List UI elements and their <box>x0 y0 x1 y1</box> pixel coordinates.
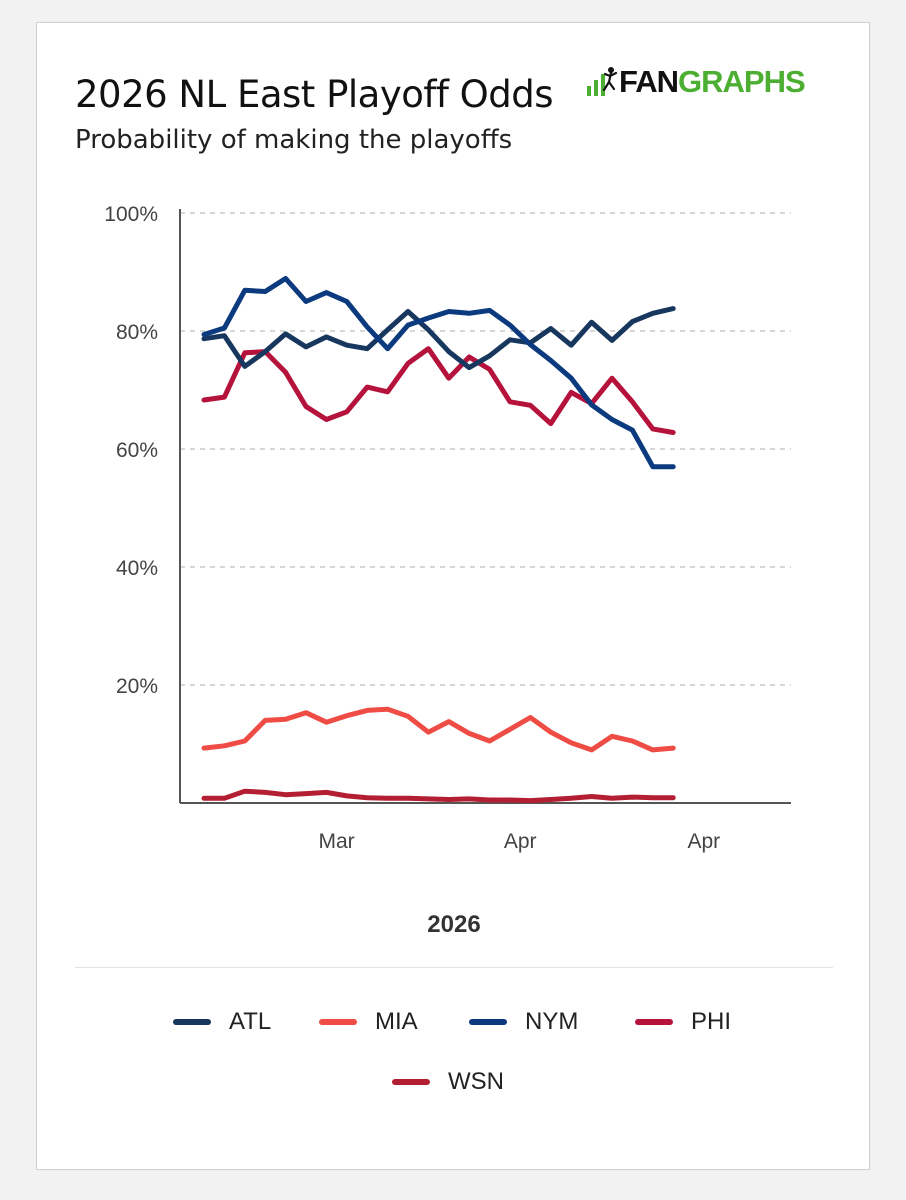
y-tick-label-100: 100% <box>104 203 158 226</box>
legend-label-phi: PHI <box>691 1008 732 1035</box>
legend-swatch-atl <box>173 1019 211 1025</box>
x-tick-label-2: Apr <box>687 830 720 853</box>
series-line-wsn <box>201 788 676 804</box>
legend-item-atl[interactable]: ATL <box>173 1008 271 1036</box>
x-axis-title: 2026 <box>427 911 481 938</box>
y-tick-label-80: 80% <box>116 321 158 344</box>
y-tick-label-40: 40% <box>116 557 158 580</box>
legend-swatch-wsn <box>392 1079 430 1085</box>
series-line-nym <box>201 276 676 470</box>
series-line-phi <box>201 346 676 435</box>
legend-label-nym: NYM <box>525 1008 579 1035</box>
fangraphs-logo-icon <box>587 67 618 96</box>
fangraphs-logo[interactable]: FANGRAPHS <box>585 61 806 101</box>
y-tick-label-60: 60% <box>116 439 158 462</box>
legend-swatch-nym <box>469 1019 507 1025</box>
legend-item-nym[interactable]: NYM <box>469 1008 578 1036</box>
legend-item-phi[interactable]: PHI <box>635 1008 731 1036</box>
y-tick-label-20: 20% <box>116 675 158 698</box>
chart-card: 2026 NL East Playoff Odds Probability of… <box>36 22 870 1170</box>
legend-swatch-mia <box>319 1019 357 1025</box>
series-line-atl <box>201 306 676 371</box>
logo-text-graphs: GRAPHS <box>678 63 806 99</box>
legend-divider <box>75 967 833 968</box>
chart-title: 2026 NL East Playoff Odds <box>75 73 554 116</box>
fangraphs-logo-text: FANGRAPHS <box>619 63 806 99</box>
legend-label-mia: MIA <box>375 1008 418 1035</box>
x-tick-label-0: Mar <box>319 830 355 853</box>
legend-swatch-phi <box>635 1019 673 1025</box>
logo-text-fan: FAN <box>619 63 679 99</box>
legend-label-wsn: WSN <box>448 1068 504 1095</box>
legend-item-wsn[interactable]: WSN <box>392 1068 504 1096</box>
line-chart: 20% 40% 60% 80% 100% Mar Apr Apr <box>104 203 791 853</box>
series-line-mia <box>201 706 676 753</box>
x-tick-label-1: Apr <box>504 830 537 853</box>
legend-label-atl: ATL <box>229 1008 272 1035</box>
legend-item-mia[interactable]: MIA <box>319 1008 418 1036</box>
chart-subtitle: Probability of making the playoffs <box>75 125 513 155</box>
